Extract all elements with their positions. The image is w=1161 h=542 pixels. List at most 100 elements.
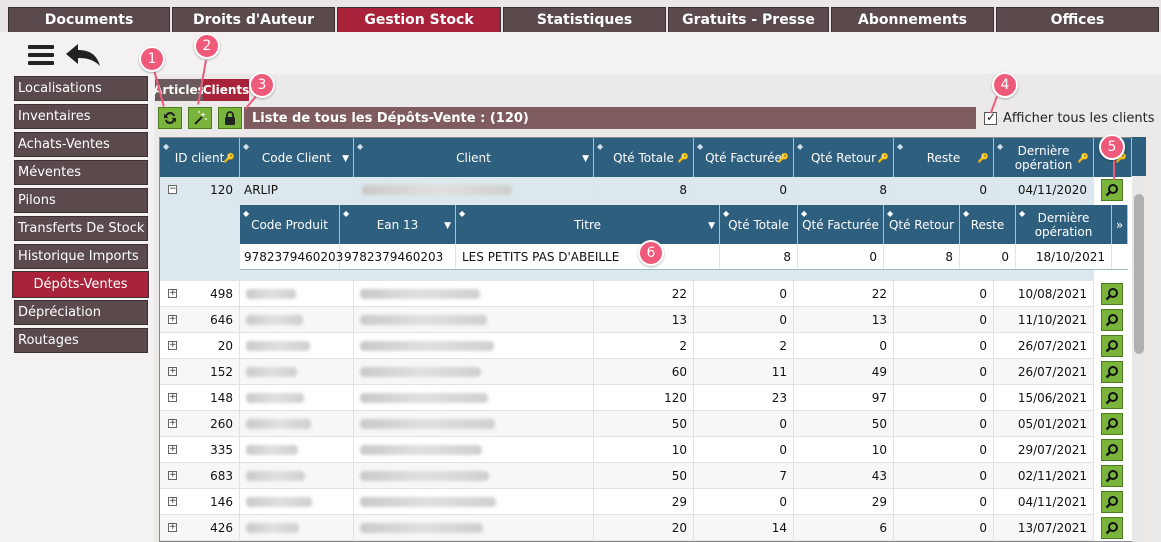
sidebar-item-meventes[interactable]: Méventes — [14, 160, 148, 185]
view-details-button[interactable] — [1101, 413, 1123, 435]
sub-header-ean[interactable]: ◆ Ean 13 ▼ — [340, 205, 456, 244]
sub-header-derniere-operation[interactable]: ◆ Dernière opération — [1016, 205, 1112, 244]
table-row[interactable]: +335 10 0 10 0 29/07/2021 — [160, 437, 1094, 463]
view-details-button[interactable] — [1101, 491, 1123, 513]
filter-icon[interactable]: ▼ — [342, 154, 349, 164]
view-details-button[interactable] — [1101, 179, 1123, 201]
vertical-scrollbar[interactable] — [1132, 176, 1146, 542]
expand-icon[interactable]: + — [168, 496, 177, 506]
tab-abonnements[interactable]: Abonnements — [831, 7, 994, 32]
col-header-qte-facturee[interactable]: ◆ Qté Facturée 🔑 — [694, 138, 794, 177]
cell-client — [354, 385, 594, 410]
filter-icon[interactable]: ▼ — [444, 221, 451, 231]
cell-derniere: 02/11/2021 — [994, 463, 1094, 488]
table-row[interactable]: +146 29 0 29 0 04/11/2021 — [160, 489, 1094, 515]
table-row[interactable]: +426 20 14 6 0 13/07/2021 — [160, 515, 1094, 541]
cell-code — [240, 437, 354, 462]
expand-icon[interactable]: + — [168, 314, 177, 324]
sub-table-row[interactable]: 9782379460203 9782379460203 LES PETITS P… — [240, 244, 1128, 270]
tab-offices[interactable]: Offices — [996, 7, 1159, 32]
table-row[interactable]: +498 22 0 22 0 10/08/2021 — [160, 281, 1094, 307]
cell-qte-facturee: 11 — [694, 359, 794, 384]
sidebar-item-historique-imports[interactable]: Historique Imports — [14, 244, 148, 269]
table-row[interactable]: +646 13 0 13 0 11/10/2021 — [160, 307, 1094, 333]
col-header-qte-retour[interactable]: ◆ Qté Retour 🔑 — [794, 138, 894, 177]
cell-derniere: 04/11/2020 — [994, 177, 1094, 203]
collapse-icon[interactable]: − — [168, 184, 177, 194]
table-row[interactable]: − 120 ARLIP 8 0 8 0 04/11/2020 — [160, 177, 1094, 203]
view-details-button[interactable] — [1101, 361, 1123, 383]
sidebar-item-achats-ventes[interactable]: Achats-Ventes — [14, 132, 148, 157]
sidebar-item-pilons[interactable]: Pilons — [14, 188, 148, 213]
expand-icon[interactable]: + — [168, 522, 177, 532]
refresh-button[interactable] — [158, 107, 182, 129]
sub-header-code-produit[interactable]: ◆ Code Produit — [240, 205, 340, 244]
expand-icon[interactable]: + — [168, 366, 177, 376]
expand-icon[interactable]: + — [168, 418, 177, 428]
tab-documents[interactable]: Documents — [8, 7, 170, 32]
sidebar-item-depreciation[interactable]: Dépréciation — [14, 300, 148, 325]
table-row[interactable]: +152 60 11 49 0 26/07/2021 — [160, 359, 1094, 385]
cell-qte-totale: 22 — [594, 281, 694, 306]
col-header-reste[interactable]: ◆ Reste 🔑 — [894, 138, 994, 177]
expand-icon[interactable]: + — [168, 444, 177, 454]
subtab-clients[interactable]: Clients — [203, 79, 249, 101]
magnifier-icon — [1105, 184, 1118, 197]
tab-gestion-stock[interactable]: Gestion Stock — [337, 7, 501, 32]
cell-qte-retour: 43 — [794, 463, 894, 488]
expand-icon[interactable]: + — [168, 470, 177, 480]
table-row[interactable]: +260 50 0 50 0 05/01/2021 — [160, 411, 1094, 437]
tab-droits-auteur[interactable]: Droits d'Auteur — [172, 7, 335, 32]
sub-header-qte-retour[interactable]: ◆ Qté Retour — [884, 205, 960, 244]
cell-qte-totale: 60 — [594, 359, 694, 384]
view-details-button[interactable] — [1101, 517, 1123, 539]
tab-statistiques[interactable]: Statistiques — [503, 7, 666, 32]
sidebar-item-routages[interactable]: Routages — [14, 328, 148, 353]
view-details-button[interactable] — [1101, 283, 1123, 305]
cell-id: 335 — [160, 437, 240, 462]
expanded-row-block: − 120 ARLIP 8 0 8 0 04/11/2020 ◆ Code Pro… — [160, 177, 1128, 281]
col-header-id-client[interactable]: ◆ ID client 🔑 — [160, 138, 240, 177]
view-details-button[interactable] — [1101, 309, 1123, 331]
tab-gratuits-presse[interactable]: Gratuits - Presse — [668, 7, 829, 32]
view-details-button[interactable] — [1101, 465, 1123, 487]
col-header-client[interactable]: ◆ Client ▼ — [354, 138, 594, 177]
table-row[interactable]: +20 2 2 0 0 26/07/2021 — [160, 333, 1094, 359]
filter-icon[interactable]: ▼ — [582, 154, 589, 164]
subtab-articles[interactable]: Articles — [153, 79, 205, 101]
cell-qte-facturee: 0 — [694, 489, 794, 514]
sub-header-reste[interactable]: ◆ Reste — [960, 205, 1016, 244]
table-row[interactable]: +148 120 23 97 0 15/06/2021 — [160, 385, 1094, 411]
expand-icon[interactable]: + — [168, 392, 177, 402]
sub-header-titre[interactable]: ◆ Titre ▼ — [456, 205, 720, 244]
sidebar-item-transferts[interactable]: Transferts De Stock — [14, 216, 148, 241]
sub-header-qte-facturee[interactable]: ◆ Qté Facturée — [798, 205, 884, 244]
expand-icon[interactable]: + — [168, 340, 177, 350]
scroll-thumb[interactable] — [1134, 194, 1144, 354]
col-header-derniere-operation[interactable]: ◆ Dernière opération 🔑 — [994, 138, 1094, 177]
key-icon: 🔑 — [777, 154, 789, 164]
menu-icon[interactable] — [28, 45, 54, 65]
view-details-button[interactable] — [1101, 335, 1123, 357]
col-header-qte-totale[interactable]: ◆ Qté Totale 🔑 — [594, 138, 694, 177]
sub-header-qte-totale[interactable]: ◆ Qté Totale — [720, 205, 798, 244]
cell-qte-totale: 13 — [594, 307, 694, 332]
lock-button[interactable] — [218, 107, 242, 129]
view-details-button[interactable] — [1101, 387, 1123, 409]
sidebar-item-localisations[interactable]: Localisations — [14, 76, 148, 101]
magic-wand-button[interactable] — [188, 107, 212, 129]
table-row[interactable]: +683 50 7 43 0 02/11/2021 — [160, 463, 1094, 489]
expand-icon[interactable]: + — [168, 288, 177, 298]
sub-expand-icon[interactable]: » — [1112, 205, 1128, 244]
show-all-clients-toggle[interactable]: Afficher tous les clients — [984, 107, 1159, 129]
sidebar-item-depots-ventes[interactable]: Dépôts-Ventes — [12, 271, 149, 298]
sidebar-item-inventaires[interactable]: Inventaires — [14, 104, 148, 129]
magnifier-icon — [1105, 496, 1118, 509]
cell-qte-totale: 2 — [594, 333, 694, 358]
cell-code: ARLIP — [240, 177, 354, 203]
view-details-button[interactable] — [1101, 439, 1123, 461]
cell-qte-retour: 13 — [794, 307, 894, 332]
col-header-code-client[interactable]: ◆ Code Client ▼ — [240, 138, 354, 177]
filter-icon[interactable]: ▼ — [708, 221, 715, 231]
back-arrow-icon[interactable] — [64, 42, 102, 68]
